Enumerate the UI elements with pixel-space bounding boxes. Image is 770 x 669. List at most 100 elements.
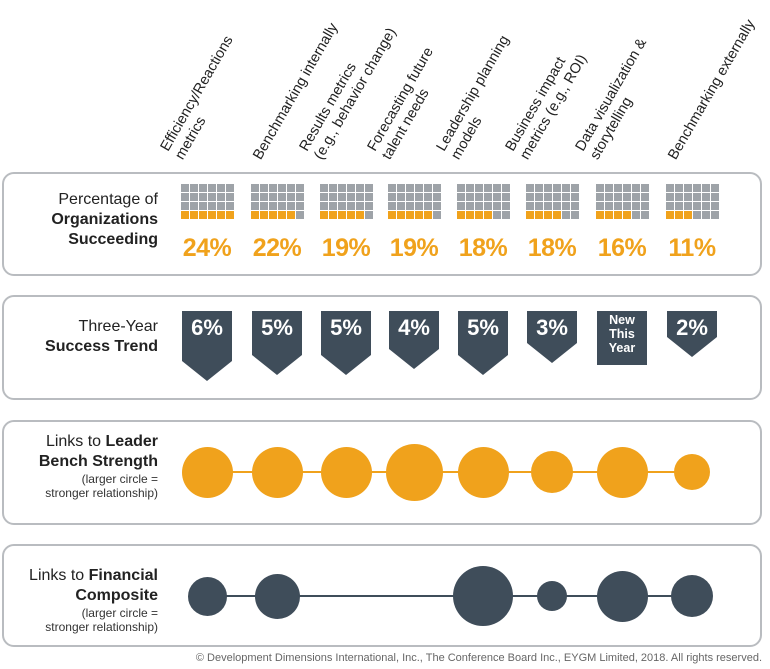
waffle-cell (433, 202, 441, 210)
waffle-cell (190, 202, 198, 210)
trend-arrow-shape (527, 311, 577, 363)
waffle-cell (415, 211, 423, 219)
waffle-cell (666, 202, 674, 210)
waffle-cell (347, 211, 355, 219)
financial-connector-line (207, 595, 692, 597)
percent-label-5: 18% (458, 234, 508, 262)
waffle-cell (226, 202, 234, 210)
leader-circle-6 (531, 451, 573, 493)
waffle-cell (614, 202, 622, 210)
percent-label-4: 19% (389, 234, 439, 262)
waffle-cell (424, 184, 432, 192)
waffle-cell (415, 193, 423, 201)
waffle-cell (562, 202, 570, 210)
waffle-cell (365, 202, 373, 210)
waffle-cell (190, 211, 198, 219)
trend-arrow-shape (252, 311, 302, 375)
waffle-cell (296, 202, 304, 210)
waffle-cell (526, 211, 534, 219)
label-financial-note1: (larger circle = (81, 606, 158, 620)
waffle-cell (684, 184, 692, 192)
waffle-cell (424, 211, 432, 219)
waffle-cell (433, 184, 441, 192)
waffle-cell (526, 184, 534, 192)
waffle-cell (632, 202, 640, 210)
financial-circle-6 (537, 581, 567, 611)
waffle-cell (181, 211, 189, 219)
trend-label-8: 2% (676, 315, 708, 340)
waffle-cell (269, 211, 277, 219)
waffle-cell (217, 211, 225, 219)
waffle-cell (666, 184, 674, 192)
waffle-cell (251, 184, 259, 192)
waffle-cell (217, 193, 225, 201)
waffle-cell (251, 202, 259, 210)
waffle-cell (356, 184, 364, 192)
waffle-cell (605, 193, 613, 201)
column-header-8-line-1: Benchmarking externally (665, 16, 759, 163)
financial-circle-8 (671, 575, 713, 617)
label-percentage-line1: Percentage of (58, 191, 158, 208)
waffle-cell (199, 193, 207, 201)
waffle-cell (466, 211, 474, 219)
waffle-cell (415, 202, 423, 210)
waffle-cell (684, 193, 692, 201)
label-leader-bench: Links to Leader Bench Strength (larger c… (0, 432, 158, 500)
trend-label-word: This (609, 327, 635, 341)
waffle-cell (702, 184, 710, 192)
waffle-cell (702, 202, 710, 210)
trend-label-3: 5% (330, 315, 362, 340)
waffle-cell (226, 211, 234, 219)
waffle-cell (329, 211, 337, 219)
label-leader-note1: (larger circle = (81, 472, 158, 486)
waffle-cell (397, 184, 405, 192)
waffle-1 (181, 184, 234, 219)
waffle-cell (347, 202, 355, 210)
leader-connector-line (207, 471, 692, 473)
waffle-cell (181, 202, 189, 210)
panel-percentage-succeeding: Percentage of Organizations Succeeding 2… (2, 172, 762, 276)
waffle-cell (502, 193, 510, 201)
waffle-cell (526, 202, 534, 210)
waffle-cell (535, 211, 543, 219)
label-financial-line1-bold: Financial (88, 567, 158, 584)
waffle-cell (260, 193, 268, 201)
waffle-cell (251, 193, 259, 201)
waffle-cell (632, 211, 640, 219)
waffle-cell (260, 202, 268, 210)
waffle-cell (278, 193, 286, 201)
waffle-cell (466, 202, 474, 210)
label-financial-line1: Links to (29, 567, 89, 584)
waffle-cell (226, 193, 234, 201)
waffle-cell (475, 211, 483, 219)
waffle-cell (632, 193, 640, 201)
waffle-cell (181, 193, 189, 201)
waffle-cell (544, 184, 552, 192)
waffle-cell (457, 202, 465, 210)
waffle-cell (433, 211, 441, 219)
waffle-cell (388, 211, 396, 219)
waffle-6 (526, 184, 579, 219)
trend-arrow-shape (321, 311, 371, 375)
waffle-cell (365, 193, 373, 201)
waffle-cell (711, 193, 719, 201)
waffle-cell (484, 184, 492, 192)
waffle-cell (623, 202, 631, 210)
waffle-cell (260, 211, 268, 219)
label-leader-line2: Bench Strength (38, 453, 158, 470)
waffle-cell (365, 184, 373, 192)
waffle-cell (320, 184, 328, 192)
financial-circle-5 (453, 566, 513, 626)
percent-label-2: 22% (252, 234, 302, 262)
waffle-cell (338, 193, 346, 201)
waffle-cell (553, 184, 561, 192)
waffle-cell (217, 184, 225, 192)
trend-label-6: 3% (536, 315, 568, 340)
waffle-cell (338, 202, 346, 210)
waffle-cell (596, 211, 604, 219)
waffle-cell (684, 211, 692, 219)
waffle-cell (702, 193, 710, 201)
waffle-cell (605, 184, 613, 192)
waffle-cell (493, 211, 501, 219)
waffle-cell (684, 202, 692, 210)
